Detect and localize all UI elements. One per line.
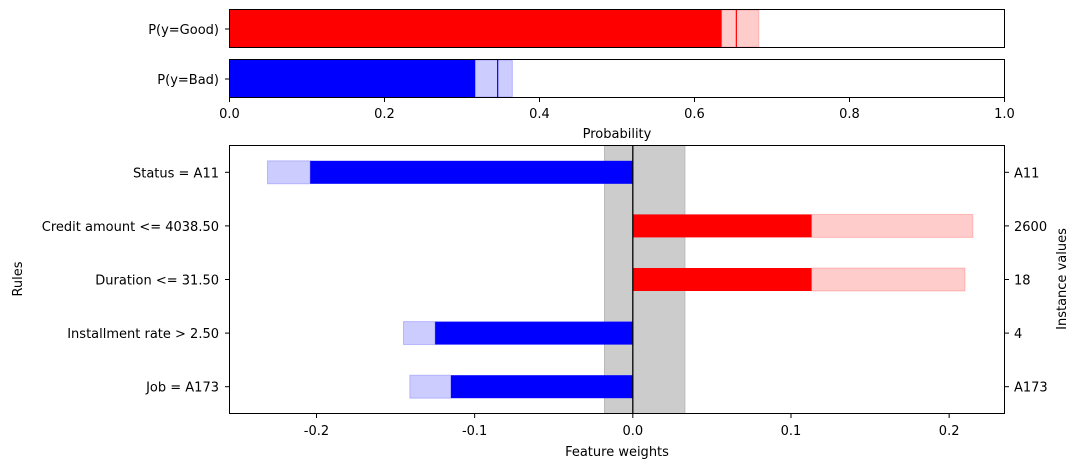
- prob-good-label: P(y=Good): [148, 23, 219, 38]
- probability-axis-ticks: 0.0 0.2 0.4 0.6 0.8 1.0: [219, 97, 1015, 122]
- rule-labels: Status = A11 Credit amount <= 4038.50 Dura…: [42, 166, 230, 396]
- rule-interval-bar: [402, 321, 436, 346]
- instance-value-label: A173: [1014, 381, 1048, 396]
- rule-label: Credit amount <= 4038.50: [42, 220, 219, 235]
- weights-tick-label: -0.1: [462, 424, 487, 439]
- probability-tick-label: 1.0: [994, 107, 1015, 122]
- probability-panel: P(y=Good) P(y=Bad) 0.0 0.2 0.4 0.6 0.8 1.0 Pr…: [148, 9, 1015, 142]
- rule-weight-bar: [310, 160, 633, 184]
- probability-axis-label: Probability: [583, 127, 652, 142]
- rule-label: Job = A173: [145, 381, 219, 396]
- rule-interval-bar: [266, 160, 311, 185]
- prob-good-bar: [229, 10, 722, 47]
- rule-interval-bar: [409, 374, 452, 399]
- rule-label: Installment rate > 2.50: [67, 327, 219, 342]
- rule-weight-bar: [450, 375, 633, 399]
- probability-tick-label: 0.2: [374, 107, 395, 122]
- rule-label: Duration <= 31.50: [95, 274, 219, 289]
- prob-bad-row: P(y=Bad): [157, 59, 1005, 98]
- rule-interval-bar: [811, 267, 966, 292]
- instance-value-label: 18: [1014, 274, 1031, 289]
- probability-tick-label: 0.0: [219, 107, 240, 122]
- instance-value-label: A11: [1014, 166, 1039, 181]
- weights-tick-label: -0.2: [304, 424, 329, 439]
- prob-bad-bar: [229, 60, 476, 97]
- prob-good-interval: [721, 9, 760, 48]
- weights-panel: Status = A11 Credit amount <= 4038.50 Dura…: [11, 145, 1070, 460]
- rule-weight-bar: [632, 268, 812, 291]
- instance-value-label: 4: [1014, 327, 1022, 342]
- weights-axis-label: Feature weights: [565, 445, 669, 460]
- rule-bars: [266, 160, 974, 399]
- instance-value-labels: A11 2600 18 4 A173: [1004, 166, 1048, 396]
- weights-tick-label: 0.0: [622, 424, 643, 439]
- rule-label: Status = A11: [133, 166, 219, 181]
- probability-tick-label: 0.4: [529, 107, 550, 122]
- weights-tick-label: 0.2: [939, 424, 960, 439]
- rules-axis-label: Rules: [11, 261, 26, 296]
- instance-value-label: 2600: [1014, 220, 1047, 235]
- instance-values-axis-label: Instance values: [1055, 228, 1070, 330]
- prob-bad-label: P(y=Bad): [157, 73, 219, 88]
- rule-weight-bar: [632, 214, 812, 238]
- probability-tick-label: 0.6: [684, 107, 705, 122]
- prob-good-row: P(y=Good): [148, 9, 1005, 48]
- prob-bad-interval: [474, 59, 513, 98]
- weights-tick-label: 0.1: [781, 424, 802, 439]
- rule-weight-bar: [435, 321, 633, 345]
- weights-axis-ticks: -0.2 -0.1 0.0 0.1 0.2: [304, 413, 960, 439]
- probability-tick-label: 0.8: [839, 107, 860, 122]
- rule-interval-bar: [811, 213, 974, 238]
